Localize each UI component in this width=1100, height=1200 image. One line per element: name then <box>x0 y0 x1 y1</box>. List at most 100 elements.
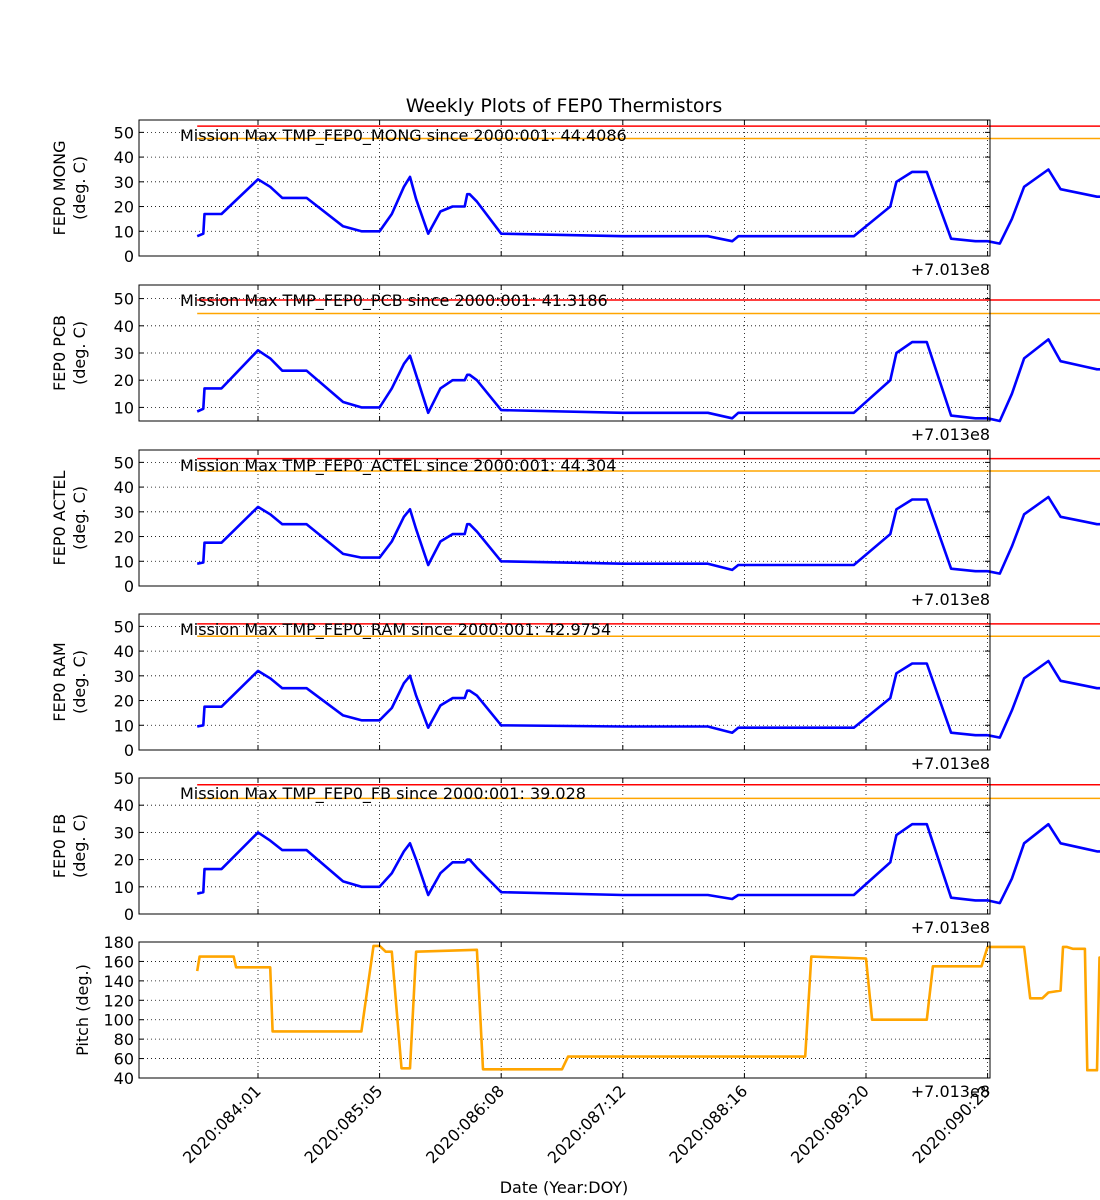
x-ticks <box>257 778 989 914</box>
y-tick-label: 40 <box>114 642 134 661</box>
y-tick-label: 140 <box>103 972 134 991</box>
grid <box>139 120 990 256</box>
x-offset-label: +7.013e8 <box>911 590 990 609</box>
y-tick-label: 30 <box>114 173 134 192</box>
x-tick-label: 2020:088:16 <box>665 1081 751 1167</box>
y-tick-label: 60 <box>114 1050 134 1069</box>
y-tick-label: 0 <box>124 741 134 760</box>
y-tick-label: 10 <box>114 552 134 571</box>
y-tick-label: 20 <box>114 851 134 870</box>
y-tick-label: 30 <box>114 344 134 363</box>
y-axis-label: FEP0 FB <box>50 814 69 878</box>
y-tick-label: 50 <box>114 123 134 142</box>
x-ticks <box>257 942 989 1078</box>
subplots: Mission Max TMP_FEP0_MONG since 2000:001… <box>50 119 1100 1101</box>
y-tick-label: 30 <box>114 503 134 522</box>
max-annotation: Mission Max TMP_FEP0_PCB since 2000:001:… <box>180 291 608 311</box>
grid <box>139 942 990 1078</box>
grid <box>139 450 990 586</box>
y-tick-label: 160 <box>103 952 134 971</box>
y-tick-label: 120 <box>103 991 134 1010</box>
y-tick-label: 0 <box>124 577 134 596</box>
y-axis-label: (deg. C) <box>70 486 89 550</box>
y-axis-label: (deg. C) <box>70 156 89 220</box>
y-axis-label: Pitch (deg.) <box>73 964 92 1056</box>
y-tick-label: 0 <box>124 247 134 266</box>
series-line <box>196 495 1100 575</box>
y-tick-label: 50 <box>114 769 134 788</box>
axes-frame <box>138 449 991 587</box>
x-offset-label: +7.013e8 <box>911 1082 990 1101</box>
y-axis-label: (deg. C) <box>70 650 89 714</box>
chart-title: Weekly Plots of FEP0 Thermistors <box>406 95 723 117</box>
y-ticks: 10 20 30 40 50 <box>114 290 990 417</box>
x-tick-label: 2020:087:12 <box>544 1081 630 1167</box>
y-tick-label: 20 <box>114 528 134 547</box>
subplot-4: Mission Max TMP_FEP0_RAM since 2000:001:… <box>50 613 1100 773</box>
y-tick-label: 10 <box>114 398 134 417</box>
y-tick-label: 0 <box>124 905 134 924</box>
x-tick-label: 2020:086:08 <box>422 1081 508 1167</box>
subplot-3: Mission Max TMP_FEP0_ACTEL since 2000:00… <box>50 449 1100 609</box>
max-annotation: Mission Max TMP_FEP0_RAM since 2000:001:… <box>180 620 611 640</box>
x-offset-label: +7.013e8 <box>911 918 990 937</box>
grid <box>139 614 990 750</box>
max-annotation: Mission Max TMP_FEP0_MONG since 2000:001… <box>180 126 627 146</box>
x-ticks <box>257 614 989 750</box>
y-tick-label: 30 <box>114 823 134 842</box>
y-tick-label: 180 <box>103 933 134 952</box>
series-line <box>196 338 1100 423</box>
subplot-1: Mission Max TMP_FEP0_MONG since 2000:001… <box>50 119 1100 279</box>
axes-frame <box>138 119 991 257</box>
x-tick-label: 2020:089:20 <box>787 1081 873 1167</box>
y-tick-label: 20 <box>114 198 134 217</box>
x-offset-label: +7.013e8 <box>911 260 990 279</box>
x-ticks <box>257 450 989 586</box>
x-ticks <box>257 285 989 421</box>
y-axis-label: (deg. C) <box>70 814 89 878</box>
y-tick-label: 80 <box>114 1030 134 1049</box>
y-axis-label: FEP0 PCB <box>50 315 69 391</box>
x-offset-label: +7.013e8 <box>911 425 990 444</box>
series-line <box>196 659 1100 739</box>
y-tick-label: 20 <box>114 692 134 711</box>
y-tick-label: 20 <box>114 371 134 390</box>
x-offset-label: +7.013e8 <box>911 754 990 773</box>
y-tick-label: 50 <box>114 290 134 309</box>
y-ticks: 0 10 20 30 40 50 <box>114 123 990 266</box>
y-tick-label: 100 <box>103 1011 134 1030</box>
y-ticks: 0 10 20 30 40 50 <box>114 769 990 924</box>
y-tick-label: 10 <box>114 716 134 735</box>
grid <box>139 778 990 914</box>
series-line <box>196 168 1100 245</box>
axes-frame <box>138 777 991 915</box>
y-tick-label: 40 <box>114 148 134 167</box>
x-tick-label: 2020:084:01 <box>179 1081 265 1167</box>
x-tick-labels: 2020:084:01 2020:085:05 2020:086:08 2020:08… <box>179 1081 994 1167</box>
y-tick-label: 40 <box>114 478 134 497</box>
y-tick-label: 10 <box>114 878 134 897</box>
y-tick-label: 40 <box>114 317 134 336</box>
x-axis-label: Date (Year:DOY) <box>500 1178 629 1197</box>
series-line <box>196 822 1100 905</box>
max-annotation: Mission Max TMP_FEP0_ACTEL since 2000:00… <box>180 456 616 476</box>
y-axis-label: FEP0 ACTEL <box>50 470 69 565</box>
x-tick-label: 2020:085:05 <box>301 1081 387 1167</box>
max-annotation: Mission Max TMP_FEP0_FB since 2000:001: … <box>180 784 586 804</box>
subplot-5: Mission Max TMP_FEP0_FB since 2000:001: … <box>50 769 1100 937</box>
y-tick-label: 40 <box>114 1069 134 1088</box>
series-line <box>195 944 1100 1072</box>
y-ticks: 0 10 20 30 40 50 <box>114 453 990 596</box>
y-tick-label: 40 <box>114 796 134 815</box>
subplot-2: Mission Max TMP_FEP0_PCB since 2000:001:… <box>50 284 1100 444</box>
y-tick-label: 10 <box>114 222 134 241</box>
y-axis-label: (deg. C) <box>70 321 89 385</box>
y-tick-label: 30 <box>114 667 134 686</box>
y-tick-label: 50 <box>114 617 134 636</box>
axes-frame <box>138 613 991 751</box>
x-ticks <box>257 120 989 256</box>
y-axis-label: FEP0 MONG <box>50 141 69 236</box>
